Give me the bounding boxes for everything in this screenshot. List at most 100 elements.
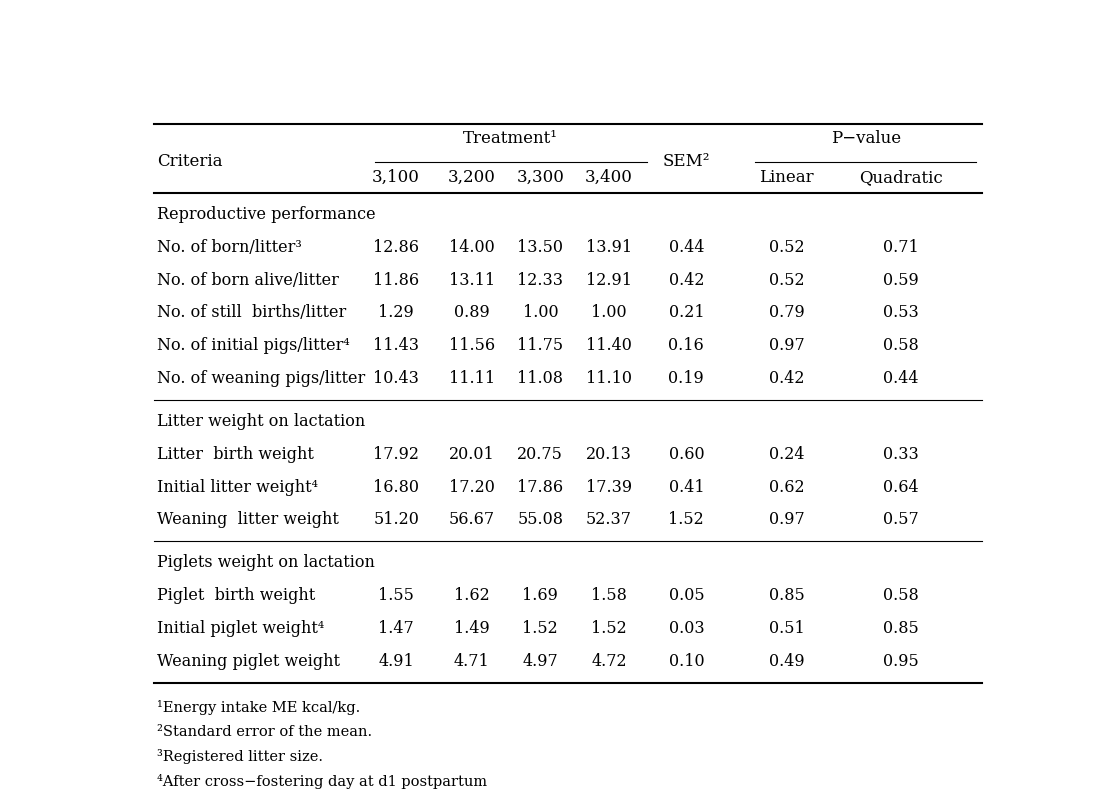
- Text: 0.97: 0.97: [769, 337, 804, 354]
- Text: Criteria: Criteria: [157, 153, 223, 170]
- Text: Initial piglet weight⁴: Initial piglet weight⁴: [157, 620, 325, 637]
- Text: 0.59: 0.59: [883, 271, 919, 288]
- Text: 0.49: 0.49: [769, 653, 804, 670]
- Text: 1.47: 1.47: [378, 620, 414, 637]
- Text: 0.85: 0.85: [883, 620, 919, 637]
- Text: 4.72: 4.72: [592, 653, 627, 670]
- Text: 17.39: 17.39: [586, 478, 633, 496]
- Text: 4.71: 4.71: [454, 653, 490, 670]
- Text: 17.86: 17.86: [517, 478, 564, 496]
- Text: 1.49: 1.49: [454, 620, 490, 637]
- Text: 11.86: 11.86: [373, 271, 419, 288]
- Text: Weaning piglet weight: Weaning piglet weight: [157, 653, 340, 670]
- Text: 0.24: 0.24: [769, 446, 804, 463]
- Text: 13.91: 13.91: [586, 239, 633, 256]
- Text: 1.55: 1.55: [378, 587, 414, 604]
- Text: 0.42: 0.42: [769, 370, 804, 387]
- Text: 0.62: 0.62: [769, 478, 804, 496]
- Text: 4.91: 4.91: [378, 653, 414, 670]
- Text: 0.97: 0.97: [769, 511, 804, 528]
- Text: No. of weaning pigs/litter: No. of weaning pigs/litter: [157, 370, 366, 387]
- Text: 16.80: 16.80: [373, 478, 419, 496]
- Text: 0.05: 0.05: [668, 587, 705, 604]
- Text: ³Registered litter size.: ³Registered litter size.: [157, 749, 324, 765]
- Text: 51.20: 51.20: [373, 511, 419, 528]
- Text: P−value: P−value: [831, 130, 901, 147]
- Text: 0.19: 0.19: [668, 370, 705, 387]
- Text: Piglet  birth weight: Piglet birth weight: [157, 587, 316, 604]
- Text: 1.62: 1.62: [454, 587, 490, 604]
- Text: 0.53: 0.53: [883, 304, 919, 321]
- Text: 1.00: 1.00: [523, 304, 558, 321]
- Text: 0.52: 0.52: [769, 271, 804, 288]
- Text: 0.21: 0.21: [668, 304, 705, 321]
- Text: 12.86: 12.86: [373, 239, 419, 256]
- Text: 52.37: 52.37: [586, 511, 632, 528]
- Text: 0.95: 0.95: [883, 653, 919, 670]
- Text: 20.01: 20.01: [449, 446, 494, 463]
- Text: Piglets weight on lactation: Piglets weight on lactation: [157, 554, 376, 571]
- Text: 4.97: 4.97: [523, 653, 558, 670]
- Text: 11.56: 11.56: [449, 337, 495, 354]
- Text: 11.75: 11.75: [517, 337, 564, 354]
- Text: 0.44: 0.44: [668, 239, 704, 256]
- Text: SEM²: SEM²: [663, 153, 710, 170]
- Text: 3,400: 3,400: [585, 169, 633, 186]
- Text: 1.52: 1.52: [668, 511, 705, 528]
- Text: 1.29: 1.29: [378, 304, 414, 321]
- Text: 12.33: 12.33: [517, 271, 563, 288]
- Text: 0.85: 0.85: [769, 587, 804, 604]
- Text: No. of born alive/litter: No. of born alive/litter: [157, 271, 339, 288]
- Text: 11.08: 11.08: [517, 370, 563, 387]
- Text: 0.03: 0.03: [668, 620, 705, 637]
- Text: 0.64: 0.64: [883, 478, 919, 496]
- Text: No. of still  births/litter: No. of still births/litter: [157, 304, 347, 321]
- Text: Litter weight on lactation: Litter weight on lactation: [157, 413, 366, 430]
- Text: 0.10: 0.10: [668, 653, 705, 670]
- Text: 13.50: 13.50: [517, 239, 563, 256]
- Text: 11.11: 11.11: [449, 370, 495, 387]
- Text: 0.71: 0.71: [883, 239, 919, 256]
- Text: 11.40: 11.40: [586, 337, 632, 354]
- Text: 10.43: 10.43: [373, 370, 419, 387]
- Text: 0.33: 0.33: [883, 446, 919, 463]
- Text: 0.89: 0.89: [454, 304, 490, 321]
- Text: 0.42: 0.42: [668, 271, 704, 288]
- Text: 55.08: 55.08: [517, 511, 563, 528]
- Text: 11.10: 11.10: [586, 370, 632, 387]
- Text: 14.00: 14.00: [449, 239, 494, 256]
- Text: 1.58: 1.58: [592, 587, 627, 604]
- Text: 3,100: 3,100: [372, 169, 420, 186]
- Text: 3,200: 3,200: [448, 169, 495, 186]
- Text: 0.60: 0.60: [668, 446, 705, 463]
- Text: 0.52: 0.52: [769, 239, 804, 256]
- Text: 0.51: 0.51: [769, 620, 804, 637]
- Text: 0.44: 0.44: [883, 370, 919, 387]
- Text: 56.67: 56.67: [449, 511, 495, 528]
- Text: 17.20: 17.20: [449, 478, 494, 496]
- Text: 0.57: 0.57: [883, 511, 919, 528]
- Text: 1.00: 1.00: [592, 304, 627, 321]
- Text: No. of initial pigs/litter⁴: No. of initial pigs/litter⁴: [157, 337, 350, 354]
- Text: Litter  birth weight: Litter birth weight: [157, 446, 315, 463]
- Text: No. of born/litter³: No. of born/litter³: [157, 239, 302, 256]
- Text: Quadratic: Quadratic: [859, 169, 943, 186]
- Text: 0.41: 0.41: [668, 478, 705, 496]
- Text: Treatment¹: Treatment¹: [463, 130, 557, 147]
- Text: 0.16: 0.16: [668, 337, 705, 354]
- Text: 17.92: 17.92: [373, 446, 419, 463]
- Text: 20.13: 20.13: [586, 446, 632, 463]
- Text: 1.52: 1.52: [523, 620, 558, 637]
- Text: 13.11: 13.11: [449, 271, 495, 288]
- Text: 12.91: 12.91: [586, 271, 632, 288]
- Text: ²Standard error of the mean.: ²Standard error of the mean.: [157, 725, 372, 739]
- Text: Weaning  litter weight: Weaning litter weight: [157, 511, 339, 528]
- Text: Reproductive performance: Reproductive performance: [157, 206, 376, 223]
- Text: 0.58: 0.58: [883, 337, 919, 354]
- Text: 3,300: 3,300: [516, 169, 564, 186]
- Text: 0.79: 0.79: [769, 304, 804, 321]
- Text: 1.52: 1.52: [592, 620, 627, 637]
- Text: Linear: Linear: [759, 169, 814, 186]
- Text: 0.58: 0.58: [883, 587, 919, 604]
- Text: ⁴After cross−fostering day at d1 postpartum: ⁴After cross−fostering day at d1 postpar…: [157, 774, 488, 789]
